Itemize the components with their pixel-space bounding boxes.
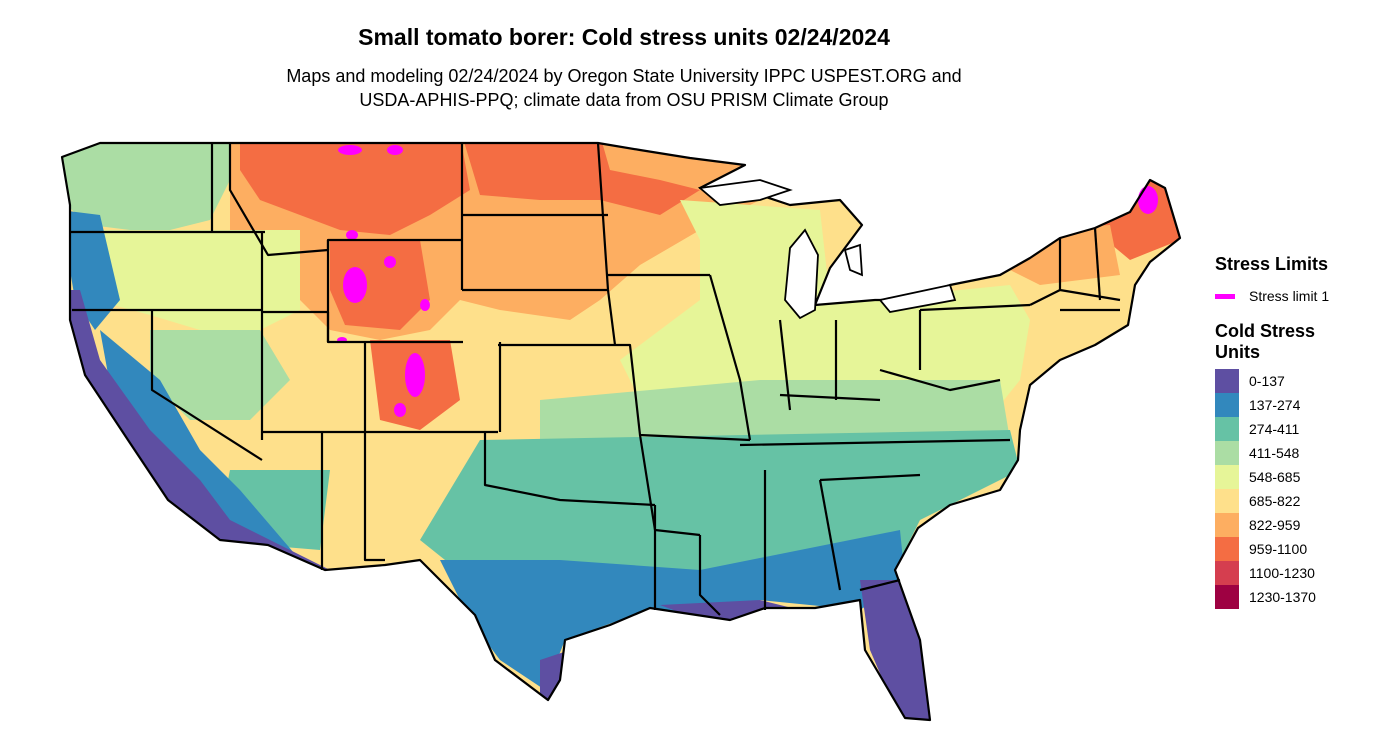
legend-bin: 274-411 — [1215, 417, 1395, 441]
subtitle-line-2: USDA-APHIS-PPQ; climate data from OSU PR… — [359, 90, 889, 110]
legend-bin-label: 274-411 — [1249, 421, 1300, 437]
legend-bin-label: 822-959 — [1249, 517, 1301, 533]
stress-limit-entry: Stress limit 1 — [1215, 287, 1395, 305]
legend-bin: 1100-1230 — [1215, 561, 1395, 585]
legend-bin-swatch — [1215, 489, 1239, 513]
legend-bin-label: 548-685 — [1249, 469, 1301, 485]
legend-bin-swatch — [1215, 585, 1239, 609]
legend-bin-label: 959-1100 — [1249, 541, 1308, 557]
stress-limit-swatch — [1215, 293, 1235, 299]
legend-bin-label: 0-137 — [1249, 373, 1285, 389]
stress-fill — [62, 143, 1180, 720]
legend-bin-swatch — [1215, 417, 1239, 441]
legend-bin-swatch — [1215, 537, 1239, 561]
legend-bins: 0-137 137-274 274-411 411-548 548-685 685-822… — [1215, 369, 1395, 609]
legend-bin-swatch — [1215, 369, 1239, 393]
legend-bin: 137-274 — [1215, 393, 1395, 417]
map-title: Small tomato borer: Cold stress units 02… — [358, 24, 890, 50]
legend-bin-label: 685-822 — [1249, 493, 1301, 509]
legend-bin-label: 1230-1370 — [1249, 589, 1316, 605]
stress-limits-title: Stress Limits — [1215, 254, 1329, 274]
cold-stress-units-title: Cold Stress Units — [1215, 321, 1316, 362]
legend-bin: 1230-1370 — [1215, 585, 1395, 609]
legend-bin: 0-137 — [1215, 369, 1395, 393]
great-lakes — [697, 179, 957, 320]
legend-bin-swatch — [1215, 441, 1239, 465]
stress-limit-patches — [337, 145, 1158, 417]
legend: Stress Limits Stress limit 1 Cold Stress… — [1215, 254, 1395, 609]
legend-bin: 822-959 — [1215, 513, 1395, 537]
legend-bin: 411-548 — [1215, 441, 1395, 465]
legend-bin: 685-822 — [1215, 489, 1395, 513]
us-cold-stress-map — [60, 141, 1182, 722]
legend-bin-swatch — [1215, 561, 1239, 585]
legend-bin: 548-685 — [1215, 465, 1395, 489]
legend-bin: 959-1100 — [1215, 537, 1395, 561]
legend-bin-label: 411-548 — [1249, 445, 1300, 461]
legend-bin-swatch — [1215, 513, 1239, 537]
map-subtitle: Maps and modeling 02/24/2024 by Oregon S… — [0, 64, 1248, 112]
legend-bin-swatch — [1215, 465, 1239, 489]
legend-bin-swatch — [1215, 393, 1239, 417]
state-borders — [60, 141, 1182, 722]
legend-bin-label: 137-274 — [1249, 397, 1301, 413]
legend-bin-label: 1100-1230 — [1249, 565, 1315, 581]
stress-limit-label: Stress limit 1 — [1249, 288, 1330, 304]
subtitle-line-1: Maps and modeling 02/24/2024 by Oregon S… — [286, 66, 962, 86]
